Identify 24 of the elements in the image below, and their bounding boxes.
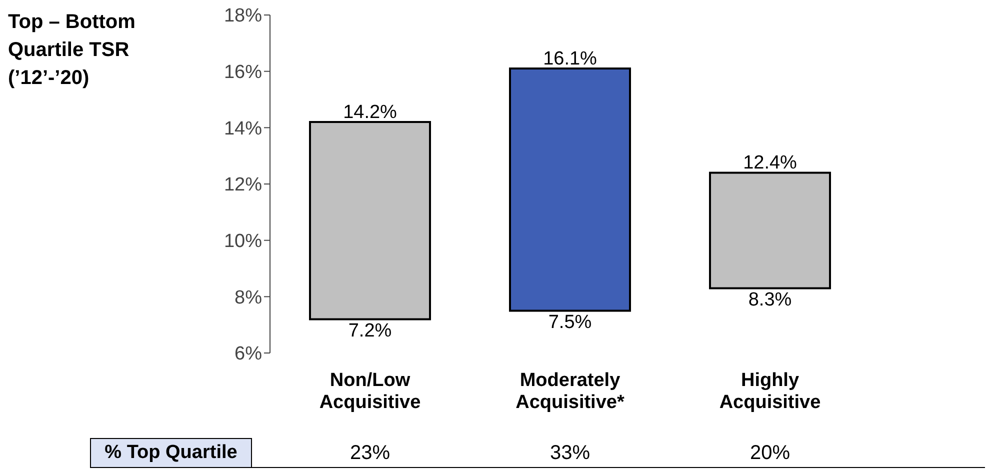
annotation: 12.4% <box>743 152 798 174</box>
y-tick-label: 16% <box>224 62 262 84</box>
annotation: 8.3% <box>748 290 792 311</box>
bar <box>509 68 631 312</box>
x-tick-label: Highly Acquisitive <box>719 370 821 413</box>
y-tick-label: 18% <box>224 6 262 27</box>
x-tick-label: Non/Low Acquisitive <box>319 370 421 413</box>
y-tick-label: 6% <box>234 344 262 365</box>
annotation: 7.5% <box>548 312 592 334</box>
annotation: 7.2% <box>348 320 392 342</box>
annotation: 14.2% <box>343 102 398 124</box>
y-axis-title: Top – Bottom Quartile TSR (’12’-’20) <box>8 10 136 91</box>
y-tick-label: 14% <box>224 118 262 140</box>
x-tick-label: Moderately Acquisitive* <box>516 370 625 413</box>
annotation: 16.1% <box>543 48 598 70</box>
y-tick-label: 8% <box>234 287 262 308</box>
y-tick-label: 10% <box>224 231 262 252</box>
bar <box>309 121 431 320</box>
bar <box>709 172 831 290</box>
text: 23% <box>348 441 392 466</box>
text: 33% <box>548 441 592 466</box>
text: 20% <box>748 441 792 466</box>
y-tick-label: 12% <box>224 174 262 196</box>
text: % Top Quartile <box>90 438 252 468</box>
